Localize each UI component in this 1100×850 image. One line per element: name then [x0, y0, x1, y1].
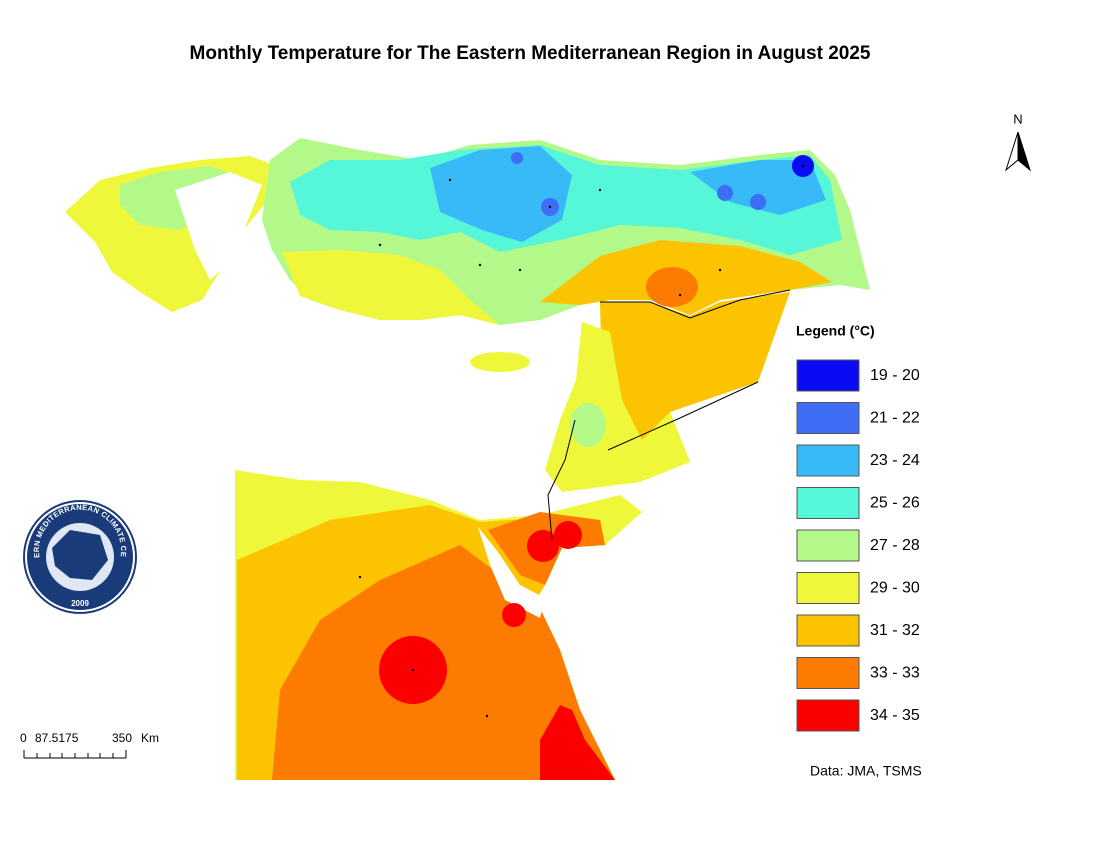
- legend-swatch: [796, 444, 860, 477]
- legend-swatch: [796, 529, 860, 562]
- region: [527, 530, 559, 562]
- border: [607, 381, 759, 451]
- region: [511, 152, 523, 164]
- logo-text: EASTERN MEDITERRANEAN CLIMATE CENTRE: [0, 0, 128, 558]
- legend-swatch: [796, 657, 860, 689]
- legend-swatch: [796, 572, 860, 604]
- region: [282, 250, 500, 325]
- legend-swatch: [796, 359, 860, 392]
- scale-label: Km: [141, 731, 159, 745]
- legend-label: 29 - 30: [870, 580, 920, 597]
- legend-label: 33 - 33: [870, 665, 920, 682]
- legend-swatch: [796, 487, 860, 519]
- scale-label: 87.5175: [35, 731, 79, 745]
- region: [554, 521, 582, 549]
- scale-label: 350: [112, 731, 132, 745]
- logo: EASTERN MEDITERRANEAN CLIMATE CENTRE 200…: [0, 0, 137, 614]
- scale-label: 0: [20, 731, 27, 745]
- map-title: Monthly Temperature for The Eastern Medi…: [190, 43, 871, 64]
- legend-label: 19 - 20: [870, 367, 920, 384]
- legend: 19 - 20 21 - 22 23 - 24 25 - 26 27 - 28 29 - …: [796, 359, 920, 732]
- region: [545, 322, 690, 492]
- credit: Data: JMA, TSMS: [810, 763, 922, 779]
- scale-bar: 0 87.5175 350 Km: [20, 731, 159, 759]
- region: [540, 705, 615, 780]
- north-label: N: [1013, 111, 1022, 126]
- temperature-map: [65, 138, 870, 780]
- logo-year: 2009: [71, 599, 89, 608]
- legend-label: 34 - 35: [870, 707, 920, 724]
- legend-title: Legend (°C): [796, 323, 875, 339]
- legend-label: 21 - 22: [870, 410, 920, 427]
- legend-swatch: [796, 614, 860, 647]
- north-arrow: N: [1005, 111, 1031, 172]
- region: [592, 292, 790, 472]
- border: [600, 289, 791, 319]
- legend-label: 31 - 32: [870, 622, 920, 639]
- legend-swatch: [796, 402, 860, 434]
- region: [690, 160, 826, 215]
- stations: [358, 164, 805, 718]
- logo-text-path: EASTERN MEDITERRANEAN CLIMATE CENTRE: [0, 0, 128, 558]
- region: [430, 146, 572, 242]
- sea: [478, 527, 545, 618]
- region: [570, 403, 606, 447]
- region: [717, 185, 733, 201]
- region: [502, 603, 526, 627]
- region: [750, 194, 766, 210]
- legend-label: 27 - 28: [870, 537, 920, 554]
- legend-label: 23 - 24: [870, 452, 920, 469]
- legend-label: 25 - 26: [870, 495, 920, 512]
- sea: [175, 172, 262, 280]
- legend-swatch: [796, 699, 860, 732]
- border: [547, 419, 576, 541]
- region: [470, 352, 530, 372]
- region: [646, 267, 698, 307]
